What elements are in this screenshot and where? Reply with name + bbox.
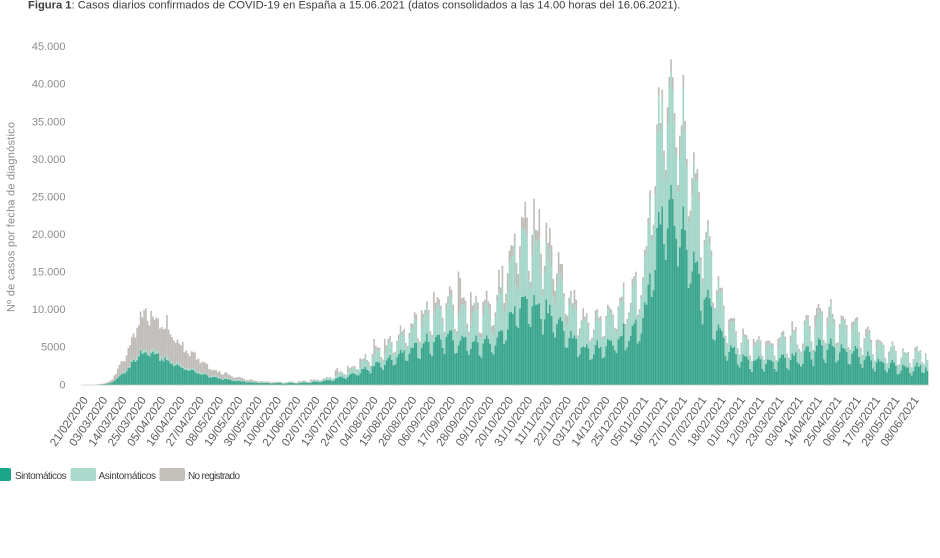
svg-text:Nº de casos por fecha de diagn: Nº de casos por fecha de diagnóstico <box>6 122 18 312</box>
svg-text:35.000: 35.000 <box>32 116 66 128</box>
svg-text:10.000: 10.000 <box>32 304 66 316</box>
svg-text:45.000: 45.000 <box>32 41 66 53</box>
svg-text:25.000: 25.000 <box>32 191 66 203</box>
svg-text:0: 0 <box>59 379 65 391</box>
svg-text:40.000: 40.000 <box>32 79 66 91</box>
svg-text:Sintomáticos: Sintomáticos <box>15 471 67 482</box>
svg-text:5000: 5000 <box>41 342 65 354</box>
svg-text:Asintomáticos: Asintomáticos <box>99 471 157 482</box>
svg-text:15.000: 15.000 <box>32 267 66 279</box>
svg-text:No registrado: No registrado <box>188 471 240 482</box>
svg-text:Figura 1: Casos diarios confir: Figura 1: Casos diarios confirmados de C… <box>28 0 680 11</box>
svg-text:30.000: 30.000 <box>32 154 66 166</box>
svg-text:20.000: 20.000 <box>32 229 66 241</box>
